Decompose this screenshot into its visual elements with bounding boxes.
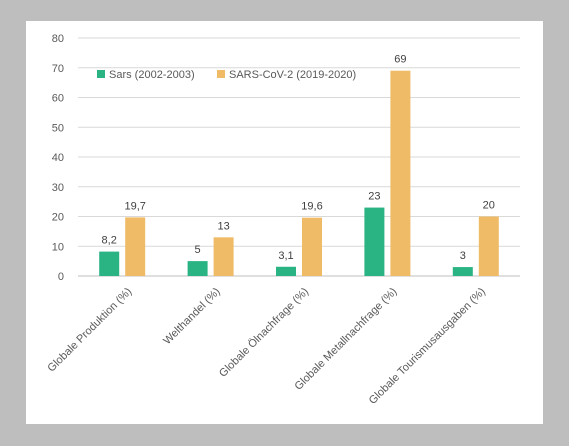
data-label: 3 <box>460 250 466 262</box>
y-tick-label: 40 <box>52 152 64 164</box>
data-label: 13 <box>217 220 229 232</box>
y-tick-label: 50 <box>52 122 64 134</box>
y-tick-label: 10 <box>52 241 64 253</box>
bar-sars <box>452 267 473 276</box>
legend-swatch <box>97 70 105 78</box>
data-label: 23 <box>368 191 380 203</box>
x-tick-label: Globale Produktion (%) <box>45 286 134 375</box>
legend-swatch <box>217 70 225 78</box>
x-tick-label: Globale Metallnachfrage (%) <box>292 286 399 393</box>
data-label: 19,7 <box>124 200 145 212</box>
bar-sars <box>99 251 120 276</box>
x-axis: Globale Produktion (%) Welthandel (%)Glob… <box>45 286 488 407</box>
chart-panel <box>26 21 543 424</box>
y-axis: 0 10 20 30 40 50 60 70 80 <box>52 33 64 283</box>
y-tick-label: 60 <box>52 93 64 105</box>
bar-sars <box>276 266 296 276</box>
data-label: 69 <box>394 54 406 66</box>
x-tick-label: Globale Ölnachfrage (%) <box>217 286 311 380</box>
bar-sars-cov-2 <box>478 216 499 276</box>
bar-sars-cov-2 <box>390 70 411 276</box>
bar-sars-cov-2 <box>125 217 146 276</box>
x-tick-label: Welthandel (%) <box>161 286 223 348</box>
y-tick-label: 0 <box>58 271 64 283</box>
data-label: 5 <box>195 244 201 256</box>
data-label: 19,6 <box>301 201 322 213</box>
y-tick-label: 20 <box>52 212 64 224</box>
data-label: 3,1 <box>278 250 293 262</box>
bar-sars-cov-2 <box>302 217 322 276</box>
bar-sars <box>364 207 385 276</box>
bars <box>99 70 499 276</box>
legend: Sars (2002-2003) SARS-CoV-2 (2019-2020) <box>97 69 356 81</box>
legend-label: SARS-CoV-2 (2019-2020) <box>229 69 356 81</box>
data-label: 8,2 <box>102 235 117 247</box>
y-tick-label: 80 <box>52 33 64 45</box>
y-tick-label: 30 <box>52 182 64 194</box>
y-tick-label: 70 <box>52 63 64 75</box>
gridlines <box>78 37 520 277</box>
legend-label: Sars (2002-2003) <box>109 69 195 81</box>
bar-sars-cov-2 <box>213 237 234 276</box>
data-label: 20 <box>483 200 495 212</box>
data-labels: 8,2 19,7 5 13 3,1 19,6 23 69 3 20 <box>102 54 495 262</box>
bar-sars <box>187 261 208 276</box>
